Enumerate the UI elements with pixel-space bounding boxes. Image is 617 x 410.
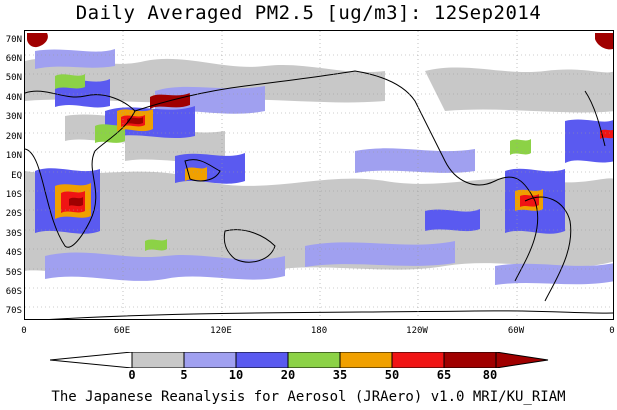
lon-label: 60E xyxy=(113,326,131,336)
lon-label: 60W xyxy=(507,326,525,336)
map-title: Daily Averaged PM2.5 [ug/m3]: 12Sep2014 xyxy=(75,2,542,24)
pm25-map xyxy=(25,31,613,319)
lat-label: 30S xyxy=(5,229,22,239)
colorbar-label: 20 xyxy=(280,368,296,382)
gridlines xyxy=(25,31,613,319)
colorbar-label: 35 xyxy=(332,368,348,382)
colorbar xyxy=(50,352,549,368)
lat-label: EQ xyxy=(11,171,22,181)
colorbar-segment xyxy=(183,352,237,368)
lat-label: 70N xyxy=(5,35,22,45)
footer-credit: The Japanese Reanalysis for Aerosol (JRA… xyxy=(51,389,566,405)
colorbar-segment xyxy=(235,352,289,368)
colorbar-segment xyxy=(391,352,445,368)
lat-label: 20S xyxy=(5,209,22,219)
colorbar-segment xyxy=(443,352,497,368)
lon-label: 0 xyxy=(609,326,615,336)
colorbar-segment xyxy=(131,352,185,368)
lon-label: 0 xyxy=(21,326,27,336)
lat-label: 10S xyxy=(5,190,22,200)
colorbar-label: 0 xyxy=(128,368,136,382)
lon-label: 180 xyxy=(310,326,328,336)
colorbar-label: 65 xyxy=(436,368,452,382)
colorbar-label: 80 xyxy=(482,368,498,382)
colorbar-label: 50 xyxy=(384,368,400,382)
lat-label: 40S xyxy=(5,248,22,258)
colorbar-segment xyxy=(339,352,393,368)
colorbar-arrow-high xyxy=(495,352,549,368)
lat-label: 10N xyxy=(5,151,22,161)
lat-label: 40N xyxy=(5,93,22,103)
lon-label: 120W xyxy=(406,326,428,336)
map-panel xyxy=(24,30,614,320)
lat-label: 60S xyxy=(5,287,22,297)
colorbar-label: 5 xyxy=(180,368,188,382)
lat-label: 60N xyxy=(5,54,22,64)
lat-label: 20N xyxy=(5,132,22,142)
colorbar-arrow-low xyxy=(50,352,133,368)
lon-label: 120E xyxy=(210,326,232,336)
lat-label: 70S xyxy=(5,306,22,316)
colorbar-label: 10 xyxy=(228,368,244,382)
colorbar-segment xyxy=(287,352,341,368)
lat-label: 30N xyxy=(5,112,22,122)
pm25-level-5-10 xyxy=(25,58,613,274)
lat-label: 50S xyxy=(5,268,22,278)
coastlines xyxy=(25,70,613,319)
pm25-level-over-80 xyxy=(27,33,613,207)
lat-label: 50N xyxy=(5,73,22,83)
